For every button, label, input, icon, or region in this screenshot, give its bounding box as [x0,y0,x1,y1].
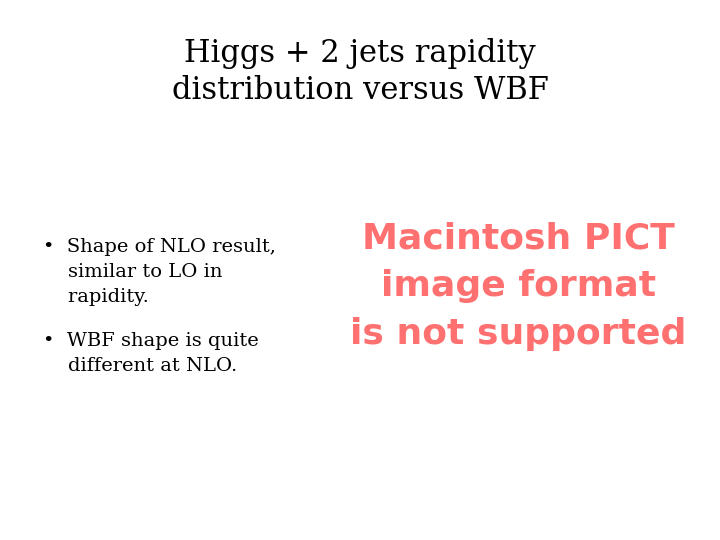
Text: •  Shape of NLO result,
    similar to LO in
    rapidity.: • Shape of NLO result, similar to LO in … [43,238,276,306]
Text: Higgs + 2 jets rapidity
distribution versus WBF: Higgs + 2 jets rapidity distribution ver… [171,38,549,106]
Text: Macintosh PICT
image format
is not supported: Macintosh PICT image format is not suppo… [350,222,687,350]
Text: •  WBF shape is quite
    different at NLO.: • WBF shape is quite different at NLO. [43,332,259,375]
